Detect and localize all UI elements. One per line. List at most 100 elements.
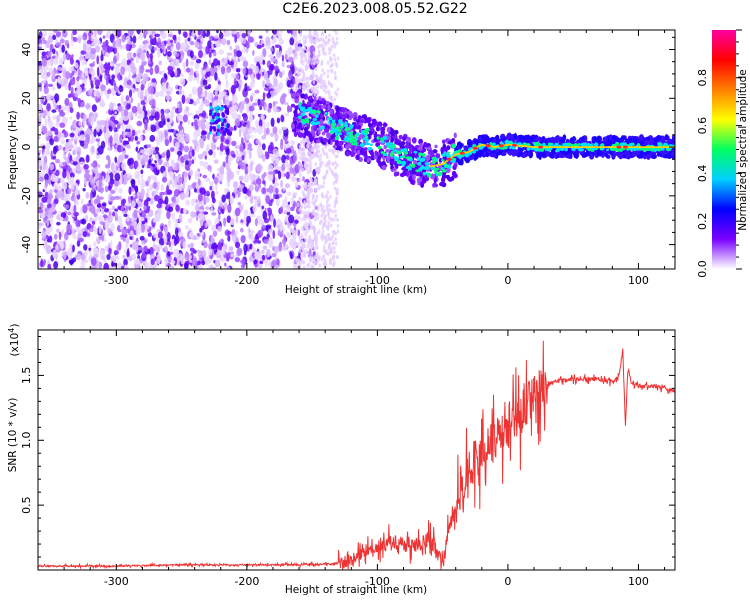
- heatmap-cell: [173, 248, 180, 258]
- heatmap-cell: [300, 78, 304, 83]
- heatmap-cell: [278, 243, 283, 252]
- heatmap-cell: [312, 61, 316, 66]
- heatmap-cell: [48, 188, 55, 194]
- heatmap-cell: [316, 154, 320, 159]
- heatmap-cell: [320, 59, 324, 64]
- heatmap-cell: [152, 218, 158, 223]
- heatmap-cell: [336, 229, 340, 234]
- heatmap-cell: [245, 163, 249, 168]
- heatmap-cell: [257, 125, 263, 135]
- heatmap-cell: [274, 65, 279, 72]
- heatmap-cell: [177, 36, 181, 42]
- heatmap-cell: [318, 157, 322, 162]
- heatmap-cell: [315, 35, 319, 40]
- heatmap-cell: [316, 204, 320, 212]
- heatmap-cell: [333, 174, 337, 179]
- heatmap-cell: [230, 218, 235, 226]
- heatmap-cell: [303, 205, 307, 210]
- heatmap-cell: [53, 135, 59, 143]
- heatmap-cell: [220, 37, 227, 46]
- heatmap-cell: [66, 43, 70, 49]
- heatmap-cell: [121, 123, 125, 131]
- heatmap-cell: [312, 50, 316, 55]
- heatmap-cell: [313, 86, 317, 91]
- heatmap-cell: [44, 108, 48, 116]
- heatmap-cell: [222, 57, 228, 65]
- heatmap-cell: [251, 92, 256, 97]
- heatmap-cell: [328, 166, 332, 171]
- heatmap-cell: [197, 178, 201, 186]
- heatmap-cell: [270, 214, 273, 224]
- heatmap-cell: [141, 60, 147, 66]
- heatmap-cell: [240, 137, 244, 146]
- heatmap-cell: [85, 154, 90, 163]
- heatmap-cell: [156, 253, 161, 262]
- heatmap-cell: [72, 149, 76, 155]
- heatmap-cell: [193, 198, 197, 204]
- heatmap-cell: [119, 74, 123, 81]
- heatmap-cell: [76, 146, 82, 156]
- heatmap-cell: [193, 130, 199, 140]
- heatmap-cell: [154, 33, 161, 37]
- heatmap-cell: [304, 181, 307, 186]
- heatmap-cell: [201, 249, 207, 259]
- heatmap-cell: [128, 205, 132, 211]
- heatmap-cell: [286, 64, 291, 69]
- heatmap-cell: [65, 70, 71, 80]
- heatmap-cell: [119, 137, 123, 142]
- heatmap-cell: [284, 140, 289, 145]
- heatmap-cell: [300, 244, 304, 249]
- heatmap-cell: [265, 36, 271, 46]
- heatmap-cell: [294, 181, 299, 188]
- heatmap-cell: [170, 112, 175, 119]
- heatmap-cell: [266, 92, 272, 99]
- heatmap-cell: [329, 194, 332, 199]
- heatmap-cell: [131, 105, 138, 114]
- heatmap-cell: [321, 257, 324, 262]
- heatmap-cell: [304, 67, 308, 72]
- heatmap-cell: [198, 105, 204, 114]
- heatmap-cell: [73, 136, 80, 141]
- heatmap-cell: [181, 137, 185, 142]
- heatmap-cell: [268, 53, 273, 58]
- heatmap-cell: [143, 199, 149, 207]
- heatmap-cell: [38, 222, 44, 227]
- heatmap-cell: [239, 55, 245, 62]
- heatmap-cell: [326, 60, 330, 65]
- heatmap-cell: [320, 193, 324, 198]
- heatmap-cell: [303, 164, 307, 169]
- heatmap-cell: [108, 247, 112, 256]
- heatmap-cell: [329, 223, 333, 228]
- heatmap-cell: [208, 249, 213, 256]
- heatmap-cell: [313, 32, 316, 37]
- heatmap-cell: [129, 230, 134, 237]
- heatmap-cell: [329, 249, 333, 254]
- heatmap-cell: [154, 64, 160, 75]
- heatmap-cell: [140, 169, 144, 174]
- heatmap-cell: [52, 34, 57, 41]
- heatmap-cell: [124, 264, 128, 269]
- heatmap-cell: [319, 37, 323, 42]
- heatmap-cell: [75, 219, 81, 228]
- heatmap-cell: [234, 257, 241, 263]
- heatmap-cell: [95, 154, 99, 160]
- heatmap-cell: [143, 245, 148, 253]
- heatmap-cell: [215, 183, 218, 191]
- heatmap-cell: [86, 232, 91, 237]
- heatmap-cell: [170, 46, 174, 51]
- heatmap-cell: [200, 124, 207, 130]
- heatmap-cell: [145, 180, 150, 187]
- heatmap-cell: [120, 265, 125, 269]
- heatmap-cell: [305, 76, 309, 81]
- heatmap-cell: [247, 68, 253, 75]
- heatmap-cell: [334, 209, 337, 214]
- heatmap-cell: [253, 259, 258, 265]
- heatmap-cell: [176, 114, 183, 122]
- heatmap-cell: [146, 197, 151, 202]
- heatmap-cell: [140, 157, 145, 166]
- heatmap-cell: [302, 141, 306, 146]
- heatmap-cell: [147, 175, 151, 183]
- heatmap-cell: [311, 244, 314, 249]
- heatmap-cell: [153, 150, 156, 155]
